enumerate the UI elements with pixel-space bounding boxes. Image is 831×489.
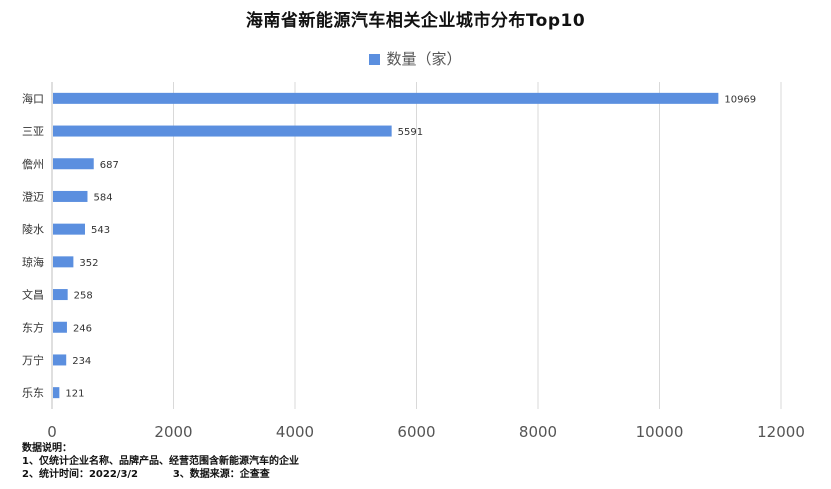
data-label: 234 (72, 356, 91, 367)
y-category-label: 三亚 (22, 125, 44, 138)
data-label: 10969 (724, 94, 756, 105)
notes-heading: 数据说明： (22, 443, 72, 454)
data-label: 687 (100, 160, 119, 171)
data-label: 5591 (398, 127, 423, 138)
bar (53, 354, 67, 366)
bar (53, 387, 60, 399)
data-label: 246 (73, 323, 92, 334)
y-category-label: 儋州 (22, 158, 44, 171)
x-tick-label: 8000 (519, 423, 557, 441)
x-tick-label: 0 (47, 423, 57, 441)
data-label: 543 (91, 225, 110, 236)
bar (53, 92, 719, 104)
y-category-label: 万宁 (22, 353, 44, 367)
chart-legend: 数量（家） (0, 48, 831, 69)
data-label: 121 (65, 389, 84, 400)
notes-line-1: 1、仅统计企业名称、品牌产品、经营范围含新能源汽车的企业 (22, 456, 299, 467)
x-tick-label: 4000 (276, 423, 314, 441)
data-notes: 数据说明： 1、仅统计企业名称、品牌产品、经营范围含新能源汽车的企业 2、统计时… (22, 442, 299, 481)
bar (53, 158, 94, 170)
bar (53, 125, 392, 137)
data-label: 352 (79, 258, 98, 269)
data-label: 584 (93, 192, 112, 203)
x-tick-label: 6000 (397, 423, 435, 441)
y-category-label: 澄迈 (22, 189, 44, 203)
legend-label: 数量（家） (386, 50, 462, 68)
notes-line-2: 2、统计时间：2022/3/2 3、数据来源：企查查 (22, 469, 270, 480)
y-category-label: 陵水 (22, 223, 44, 236)
data-label: 258 (74, 291, 93, 302)
y-category-label: 海口 (22, 91, 44, 105)
x-tick-label: 10000 (636, 423, 684, 441)
bar (53, 223, 85, 235)
y-category-label: 乐东 (22, 387, 44, 400)
bar (53, 289, 68, 301)
bar (53, 190, 88, 202)
x-tick-label: 2000 (154, 423, 192, 441)
y-category-label: 文昌 (22, 288, 44, 302)
legend-swatch (369, 54, 381, 65)
chart-title: 海南省新能源汽车相关企业城市分布Top10 (245, 11, 586, 31)
bar (53, 321, 67, 333)
bar (53, 256, 74, 268)
x-tick-label: 12000 (757, 423, 805, 441)
y-category-label: 东方 (22, 320, 44, 334)
y-category-label: 琼海 (22, 255, 44, 269)
